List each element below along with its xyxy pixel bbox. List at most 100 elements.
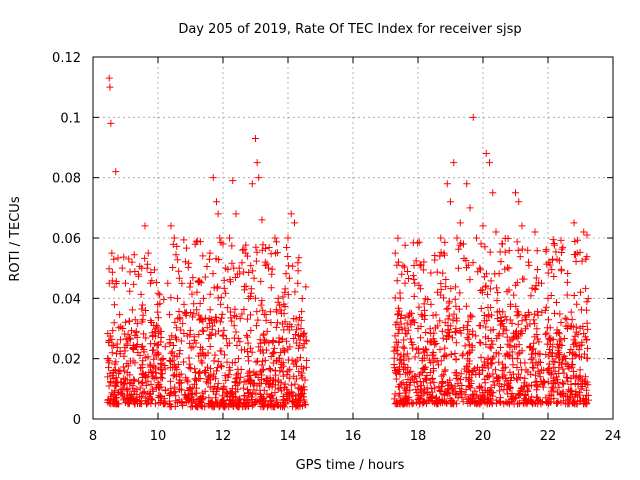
data-point <box>120 394 128 402</box>
data-point <box>563 315 571 323</box>
data-point <box>400 344 408 352</box>
data-point <box>217 347 225 355</box>
data-point <box>583 354 591 362</box>
data-point <box>254 374 262 382</box>
data-point <box>447 198 454 206</box>
data-point <box>213 400 221 408</box>
data-point <box>149 333 157 341</box>
data-point <box>434 288 441 296</box>
data-point <box>396 396 404 404</box>
data-point <box>108 268 116 276</box>
data-point <box>203 324 211 332</box>
data-point <box>253 248 261 256</box>
data-point <box>411 353 419 361</box>
data-point <box>205 335 213 343</box>
data-point <box>574 380 582 388</box>
data-point <box>415 371 423 379</box>
data-point <box>559 356 567 364</box>
data-point <box>253 357 261 365</box>
data-point <box>124 398 132 406</box>
data-point <box>452 371 460 379</box>
data-point <box>412 257 420 265</box>
data-point <box>198 349 206 357</box>
data-point <box>247 285 255 293</box>
data-point <box>256 336 264 344</box>
data-point <box>184 378 192 386</box>
data-point <box>219 240 227 248</box>
data-point <box>487 303 495 311</box>
data-point <box>575 346 583 354</box>
data-point <box>119 363 127 371</box>
data-point <box>290 335 298 343</box>
data-point <box>391 332 399 340</box>
data-point <box>138 301 146 309</box>
data-point <box>154 349 162 357</box>
data-point <box>398 359 406 367</box>
data-point <box>513 364 521 372</box>
data-point <box>294 321 302 329</box>
data-point <box>428 374 436 382</box>
data-point <box>285 274 293 282</box>
data-point <box>530 364 538 372</box>
data-point <box>152 322 160 330</box>
data-point <box>261 258 269 266</box>
data-point <box>469 395 477 403</box>
data-point <box>265 264 272 272</box>
data-point <box>239 384 247 392</box>
data-point <box>447 285 455 293</box>
data-point <box>421 306 428 314</box>
data-point <box>289 397 297 405</box>
data-point <box>117 379 125 387</box>
data-point <box>214 210 222 218</box>
data-point <box>206 343 214 351</box>
data-point <box>426 379 434 387</box>
data-point <box>247 327 255 335</box>
data-point <box>553 298 561 306</box>
data-point <box>541 379 549 387</box>
data-point <box>138 363 146 371</box>
data-point <box>267 318 275 326</box>
data-point <box>127 327 135 335</box>
data-point <box>169 264 177 272</box>
data-point <box>176 376 184 384</box>
data-point <box>430 378 438 386</box>
data-point <box>524 368 532 376</box>
data-point <box>477 240 485 248</box>
data-point <box>504 340 512 348</box>
data-point <box>407 321 415 329</box>
data-point <box>420 315 428 323</box>
data-point <box>152 373 160 381</box>
data-point <box>279 372 287 380</box>
data-point <box>576 372 584 380</box>
data-point <box>290 398 298 406</box>
data-point <box>229 177 237 185</box>
data-point <box>564 363 572 371</box>
data-point <box>448 334 456 342</box>
chart-title: Day 205 of 2019, Rate Of TEC Index for r… <box>178 22 521 37</box>
data-point <box>161 386 169 394</box>
data-point <box>144 389 152 397</box>
data-point <box>516 253 524 261</box>
data-point <box>216 318 224 326</box>
data-point <box>281 288 289 296</box>
data-point <box>190 300 198 308</box>
data-point <box>262 245 270 253</box>
data-point <box>572 257 580 265</box>
data-point <box>283 391 291 399</box>
data-point <box>570 341 578 349</box>
data-point <box>423 351 431 359</box>
data-point <box>196 369 204 377</box>
data-point <box>138 400 146 408</box>
data-point <box>141 388 149 396</box>
data-point <box>248 180 256 188</box>
data-point <box>566 394 574 402</box>
x-tick-label: 10 <box>150 429 167 444</box>
data-point <box>222 264 230 272</box>
data-point <box>477 353 485 361</box>
data-point <box>514 308 522 316</box>
data-point <box>429 364 437 372</box>
data-point <box>281 380 289 388</box>
data-point <box>522 316 530 324</box>
data-point <box>161 362 169 370</box>
axes: 8 10 12 14 16 18 20 22 24 0 0.02 0.04 0.06 0.08 0.1 0.1… <box>52 51 621 444</box>
